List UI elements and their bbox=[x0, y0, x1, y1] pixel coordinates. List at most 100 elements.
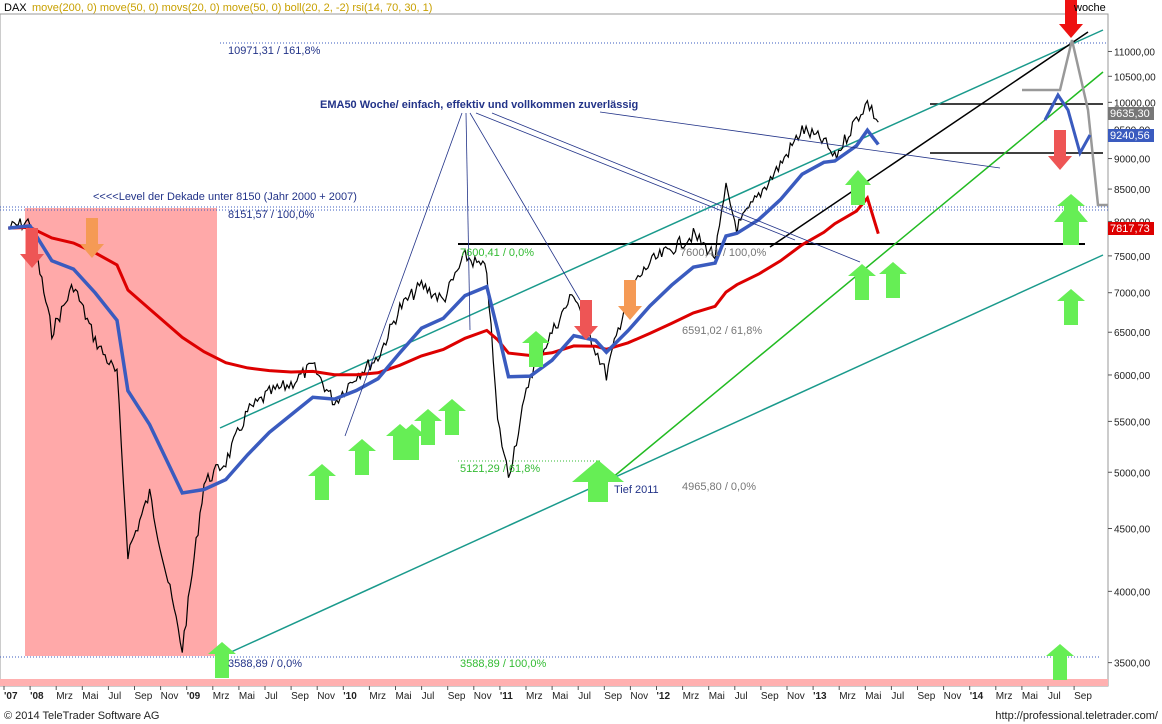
x-tick-label: '14 bbox=[970, 691, 984, 702]
period-label: woche bbox=[1073, 2, 1106, 14]
last-price-label: 9635,30 bbox=[1110, 108, 1150, 120]
footer: © 2014 TeleTrader Software AG http://pro… bbox=[0, 710, 1162, 724]
x-tick-label: Jul bbox=[422, 691, 435, 702]
source-url[interactable]: http://professional.teletrader.com/ bbox=[995, 710, 1158, 722]
up-arrow bbox=[414, 409, 442, 445]
down-arrows bbox=[20, 0, 1083, 340]
x-tick-label: Sep bbox=[918, 691, 936, 702]
ema-note-pointers bbox=[344, 111, 1001, 437]
y-tick-label: 4500,00 bbox=[1114, 524, 1151, 535]
copyright: © 2014 TeleTrader Software AG bbox=[4, 710, 160, 722]
y-tick-label: 8500,00 bbox=[1114, 185, 1151, 196]
x-tick-label: '09 bbox=[187, 691, 201, 702]
x-tick-label: Sep bbox=[291, 691, 309, 702]
x-tick-label: Sep bbox=[761, 691, 779, 702]
channel-lower bbox=[219, 254, 1104, 658]
x-tick-label: Nov bbox=[787, 691, 805, 702]
x-tick-label: '07 bbox=[4, 691, 18, 702]
x-tick-label: Nov bbox=[630, 691, 648, 702]
fib-7600-green-label: 7600,41 / 0,0% bbox=[460, 247, 534, 259]
x-tick-label: Jul bbox=[108, 691, 121, 702]
x-tick-label: Mai bbox=[1022, 691, 1038, 702]
low-4965-label: 4965,80 / 0,0% bbox=[682, 481, 756, 493]
ema50-line bbox=[8, 127, 880, 495]
down-arrow bbox=[1048, 130, 1072, 170]
up-arrow bbox=[208, 642, 236, 678]
up-arrow-large bbox=[572, 460, 624, 502]
up-arrow-large bbox=[1054, 202, 1088, 245]
y-tick-label: 6000,00 bbox=[1114, 371, 1151, 382]
y-tick-label: 7500,00 bbox=[1114, 252, 1151, 263]
x-tick-label: Nov bbox=[944, 691, 962, 702]
x-tick-label: Jul bbox=[891, 691, 904, 702]
x-tick-label: Nov bbox=[161, 691, 179, 702]
ema200-box-bg bbox=[1108, 222, 1154, 235]
up-arrow bbox=[1046, 644, 1074, 680]
x-axis: '07 '08 Mrz Mai Jul Sep Nov '09 Mrz Mai Jul Sep Nov '… bbox=[3, 686, 1092, 702]
resistance-line-black bbox=[769, 31, 1089, 248]
projection-gray bbox=[1022, 39, 1108, 207]
up-arrow bbox=[438, 399, 466, 435]
ema200-value-label: 7817,73 bbox=[1110, 223, 1150, 235]
y-tick-label: 6500,00 bbox=[1114, 328, 1151, 339]
y-tick-label: 9000,00 bbox=[1114, 155, 1151, 166]
x-tick-label: Jul bbox=[578, 691, 591, 702]
fib-6591-label: 6591,02 / 61,8% bbox=[682, 325, 762, 337]
low-3588-label: 3588,89 / 0,0% bbox=[228, 658, 302, 670]
low-3588-green-label: 3588,89 / 100,0% bbox=[460, 658, 546, 670]
up-arrow bbox=[398, 424, 426, 460]
x-tick-label: Jul bbox=[1048, 691, 1061, 702]
up-arrow bbox=[1057, 289, 1085, 325]
x-tick-label: Mai bbox=[239, 691, 255, 702]
x-tick-label: Sep bbox=[135, 691, 153, 702]
x-tick-label: Mrz bbox=[369, 691, 386, 702]
up-arrow bbox=[845, 170, 871, 205]
down-arrow bbox=[574, 300, 598, 340]
y-tick-label: 5000,00 bbox=[1114, 468, 1151, 479]
x-tick-label: '12 bbox=[657, 691, 671, 702]
y-tick-label: 11000,00 bbox=[1114, 47, 1155, 58]
x-tick-label: Sep bbox=[1074, 691, 1092, 702]
x-tick-label: Jul bbox=[735, 691, 748, 702]
x-tick-label: Mrz bbox=[683, 691, 700, 702]
x-tick-label: '08 bbox=[30, 691, 44, 702]
price-line bbox=[8, 99, 879, 653]
x-tick-label: Mrz bbox=[996, 691, 1013, 702]
x-tick-label: Mai bbox=[82, 691, 98, 702]
indicator-list: move(200, 0) move(50, 0) movs(20, 0) mov… bbox=[32, 2, 432, 14]
up-arrow bbox=[308, 464, 336, 500]
y-tick-label: 7000,00 bbox=[1114, 289, 1151, 300]
y-tick-label: 4000,00 bbox=[1114, 587, 1151, 598]
x-tick-label: Nov bbox=[317, 691, 335, 702]
up-arrow bbox=[348, 439, 376, 475]
x-tick-label: '13 bbox=[813, 691, 827, 702]
x-tick-label: '10 bbox=[343, 691, 357, 702]
ema200-line bbox=[8, 194, 880, 377]
x-tick-label: Mai bbox=[709, 691, 725, 702]
ema-note: EMA50 Woche/ einfach, effektiv und vollk… bbox=[320, 99, 638, 111]
y-tick-label: 10000,00 bbox=[1114, 98, 1156, 109]
up-arrow bbox=[879, 262, 907, 298]
symbol-label: DAX bbox=[4, 2, 27, 14]
ema50-box-bg bbox=[1108, 129, 1154, 142]
decade-level-label: 8151,57 / 100,0% bbox=[228, 209, 314, 221]
down-arrow bbox=[618, 280, 642, 320]
bottom-strip bbox=[0, 679, 1108, 686]
x-tick-label: Mai bbox=[865, 691, 881, 702]
down-arrow bbox=[20, 228, 44, 268]
projection-blue bbox=[1043, 92, 1092, 157]
x-tick-label: Mrz bbox=[839, 691, 856, 702]
price-box-bg bbox=[1108, 107, 1154, 120]
fib-7600-gray-label: 7600,41 / 100,0% bbox=[680, 247, 766, 259]
fib-161-label: 10971,31 / 161,8% bbox=[228, 45, 321, 57]
y-tick-label: 5500,00 bbox=[1114, 417, 1151, 428]
tief-2011-label: Tief 2011 bbox=[614, 484, 659, 496]
x-tick-label: Mai bbox=[552, 691, 568, 702]
y-tick-label: 10500,00 bbox=[1114, 72, 1156, 83]
up-arrow bbox=[848, 264, 876, 300]
x-tick-label: Mai bbox=[396, 691, 412, 702]
fib-5121-label: 5121,29 / 61,8% bbox=[460, 463, 540, 475]
x-tick-label: Nov bbox=[474, 691, 492, 702]
x-tick-label: Mrz bbox=[213, 691, 230, 702]
